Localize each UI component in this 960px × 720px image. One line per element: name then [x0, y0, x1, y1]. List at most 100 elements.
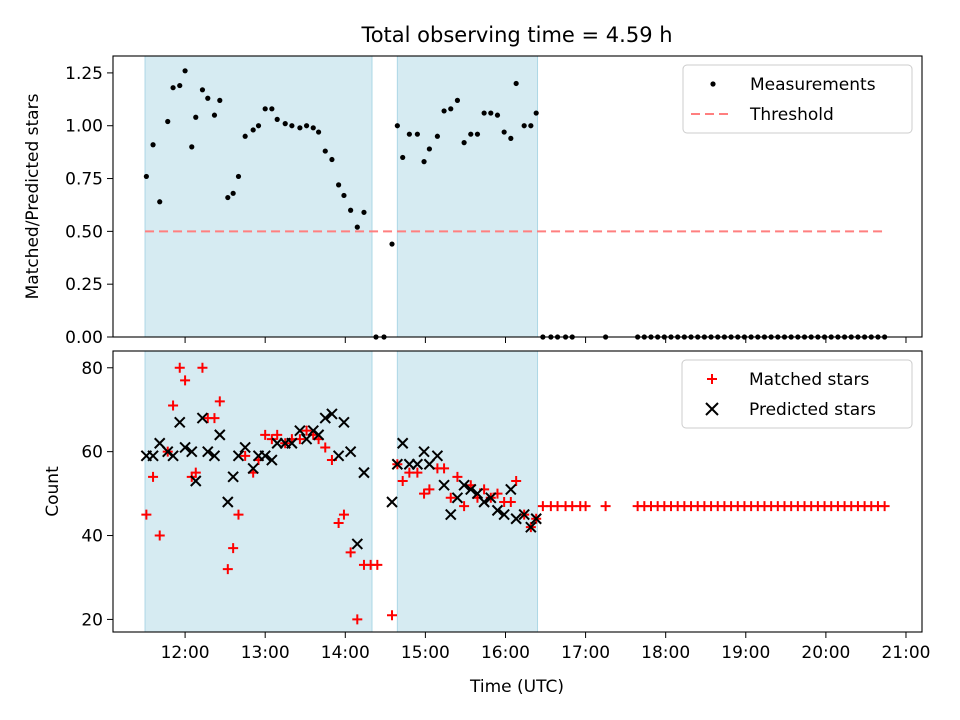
predicted-star-point — [510, 513, 522, 525]
measurement-point — [242, 133, 248, 139]
measurement-point — [448, 106, 454, 112]
predicted-star-point — [147, 450, 159, 462]
measurement-point — [348, 207, 354, 213]
legend-marker-x — [705, 402, 719, 416]
matched-star-point — [233, 509, 244, 520]
measurement-point — [165, 118, 171, 125]
matched-star-point — [214, 396, 225, 407]
measurement-point — [282, 121, 288, 127]
predicted-star-point — [186, 445, 198, 458]
predicted-star-point — [485, 492, 497, 504]
predicted-star-point — [344, 445, 357, 458]
measurement-point — [182, 68, 188, 74]
bottom-series-layer — [140, 362, 890, 625]
measurement-point — [329, 156, 335, 163]
top-y-ticks: 0.00 0.25 0.50 0.75 1.00 1.25 — [65, 64, 113, 348]
measurement-point — [225, 194, 231, 201]
matched-star-point — [333, 517, 344, 528]
measurement-point — [501, 129, 507, 135]
y-tick-label: 20 — [81, 610, 103, 630]
measurement-point — [414, 131, 420, 137]
predicted-star-point — [498, 508, 510, 521]
x-tick-label: 18:00 — [641, 643, 690, 663]
measurement-point — [303, 123, 310, 129]
y-tick-label: 0.75 — [65, 170, 103, 190]
matched-star-point — [154, 530, 165, 541]
x-tick-label: 12:00 — [161, 643, 210, 663]
measurement-point — [461, 140, 467, 146]
predicted-star-point — [266, 454, 278, 466]
top-shaded-intervals — [144, 55, 539, 338]
measurement-point — [250, 127, 256, 133]
top-axes-frame — [112, 55, 923, 338]
measurement-point — [494, 112, 501, 118]
measurement-point — [508, 135, 514, 141]
measurement-point — [336, 182, 342, 188]
measurement-point — [481, 110, 487, 116]
matched-star-point — [168, 400, 179, 411]
predicted-star-point — [319, 412, 331, 424]
matched-star-point — [387, 610, 398, 621]
matched-star-point — [345, 547, 356, 558]
shaded-interval-1 — [144, 350, 373, 633]
measurement-point — [354, 224, 360, 230]
measurement-point — [468, 131, 474, 137]
predicted-star-point — [386, 496, 398, 508]
matched-star-point — [511, 476, 522, 487]
y-tick-label: 0.25 — [65, 275, 103, 295]
measurement-point — [389, 241, 395, 247]
measurement-point — [341, 192, 347, 199]
x-tick-label: 13:00 — [241, 643, 290, 663]
x-tick-label: 20:00 — [801, 643, 850, 663]
matched-star-point — [580, 501, 591, 512]
measurement-point — [193, 114, 199, 120]
matched-star-point — [209, 413, 220, 424]
matched-star-point — [412, 467, 423, 478]
matched-star-point — [272, 429, 283, 440]
measurement-point — [421, 159, 427, 165]
ratio-panel: 0.00 0.25 0.50 0.75 1.00 1.25 Matched/Predict… — [23, 55, 923, 348]
measurement-point — [400, 154, 406, 161]
predicted-star-point — [247, 462, 259, 475]
matched-star-point — [372, 559, 383, 570]
y-tick-label: 80 — [81, 359, 103, 379]
x-tick-label: 21:00 — [881, 643, 930, 663]
matched-star-point — [301, 425, 312, 436]
top-x-ticks — [184, 337, 907, 343]
y-tick-label: 60 — [81, 443, 103, 463]
bottom-y-axis-label: Count — [43, 466, 63, 517]
measurement-point — [199, 87, 206, 93]
measurement-point — [289, 123, 295, 129]
legend-label: Matched stars — [749, 370, 869, 390]
predicted-star-point — [351, 538, 364, 550]
x-axis-label: Time (UTC) — [469, 677, 564, 697]
matched-star-point — [338, 509, 349, 520]
predicted-star-point — [358, 466, 370, 479]
measurement-point — [322, 148, 328, 154]
matched-star-point — [424, 484, 435, 495]
predicted-star-point — [294, 424, 306, 437]
predicted-star-point — [411, 458, 424, 470]
matched-star-point — [180, 375, 191, 386]
measurement-point — [426, 146, 432, 152]
matched-star-point — [190, 467, 201, 478]
predicted-star-point — [505, 483, 517, 496]
measurement-point — [211, 112, 218, 118]
matched-star-point — [228, 543, 239, 554]
matched-star-point — [419, 488, 430, 499]
matched-star-point — [222, 564, 233, 575]
x-tick-label: 15:00 — [401, 643, 450, 663]
matched-star-point — [439, 463, 450, 474]
predicted-star-point — [338, 416, 350, 429]
predicted-star-point — [391, 458, 404, 470]
measurement-point — [170, 85, 176, 91]
measurement-point — [235, 173, 242, 180]
legend-box — [681, 359, 913, 429]
predicted-star-point — [458, 479, 470, 491]
predicted-star-point — [300, 433, 313, 445]
matched-star-point — [459, 501, 470, 512]
legend-marker-plus — [707, 374, 717, 384]
y-tick-label: 1.00 — [65, 117, 103, 137]
measurement-point — [513, 80, 519, 87]
